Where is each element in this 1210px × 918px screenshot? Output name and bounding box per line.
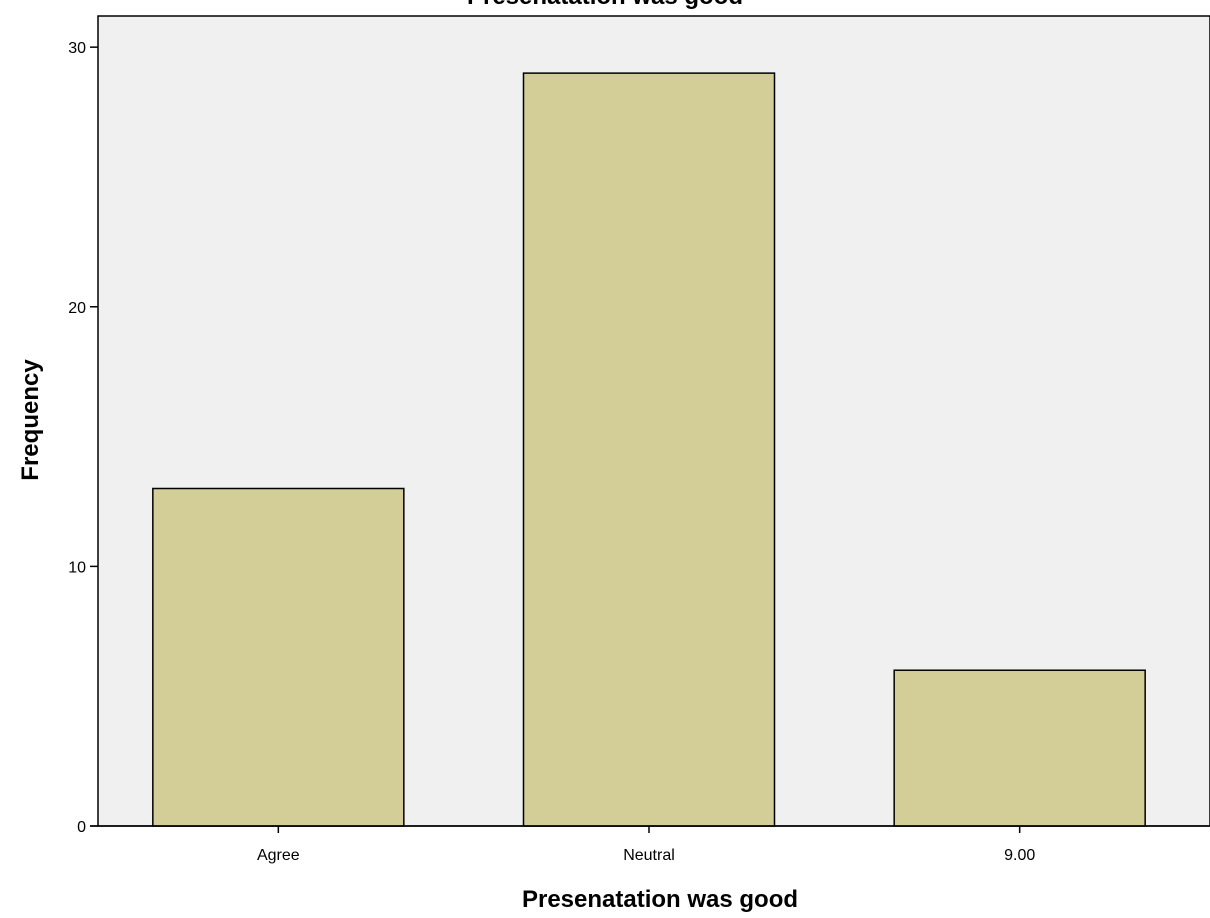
y-axis-title: Frequency [17, 359, 44, 481]
x-tick-label: 9.00 [1004, 847, 1035, 864]
y-axis: 0 10 20 30 [68, 40, 98, 836]
x-tick-label: Neutral [623, 847, 675, 864]
chart-title: Presenatation was good [467, 0, 743, 10]
bar-9-00 [893, 669, 1146, 827]
x-axis-title: Presenatation was good [522, 886, 798, 913]
bar-neutral [522, 72, 776, 827]
bar-labels: Agree Neutral 9.00 [257, 826, 1035, 864]
y-tick-label: 30 [68, 40, 86, 57]
bar-agree [152, 487, 405, 827]
x-tick-label: Agree [257, 847, 300, 864]
y-tick-label: 20 [68, 300, 86, 317]
y-tick-label: 10 [68, 559, 86, 576]
y-tick-label: 0 [77, 819, 86, 836]
